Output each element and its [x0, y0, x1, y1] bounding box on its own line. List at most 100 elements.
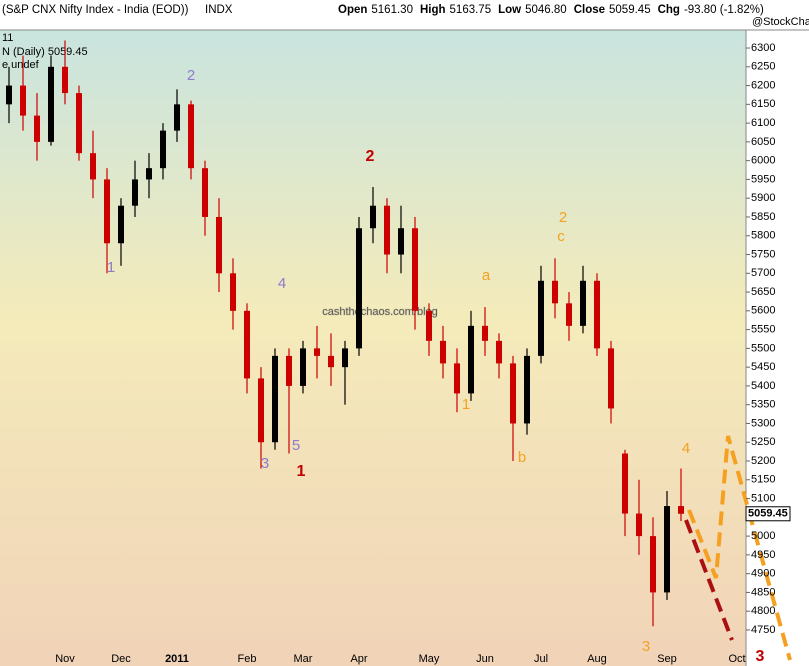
candle-body: [678, 506, 684, 514]
y-tick-label: 5200: [751, 455, 775, 467]
y-tick-label: 5000: [751, 530, 775, 542]
y-tick-label: 5500: [751, 342, 775, 354]
x-tick-label: 2011: [165, 653, 189, 665]
exchange: INDX: [205, 4, 233, 16]
projection: [684, 435, 792, 661]
y-tick-label: 5700: [751, 267, 775, 279]
axis-background: [746, 30, 809, 666]
candle-body: [454, 363, 460, 394]
plot-background: [0, 30, 746, 666]
candle-body: [412, 228, 418, 311]
wave-label: 1: [107, 259, 115, 276]
candle-body: [6, 85, 12, 105]
y-tick-label: 5900: [751, 192, 775, 204]
y-tick-label: 5750: [751, 248, 775, 260]
y-tick-label: 5950: [751, 173, 775, 185]
candle-body: [622, 453, 628, 514]
x-tick-label: Sep: [657, 653, 677, 665]
watermark: cashthechaos.com/blog: [322, 306, 438, 318]
wave-label: 3: [261, 455, 269, 472]
wave-label: 5: [292, 437, 300, 454]
wave-label: b: [518, 449, 526, 466]
y-tick-label: 5550: [751, 324, 775, 336]
quote-label: Close: [574, 4, 605, 16]
candle-body: [608, 348, 614, 409]
wave-label: 3: [642, 638, 650, 655]
y-tick-label: 6250: [751, 61, 775, 73]
candle-body: [566, 303, 572, 326]
candle-body: [104, 179, 110, 244]
candle-body: [20, 85, 26, 116]
quote-value: 5163.75: [450, 4, 492, 16]
candle-body: [132, 179, 138, 206]
candle-body: [384, 205, 390, 255]
candle-body: [62, 66, 68, 94]
x-tick-label: Dec: [111, 653, 131, 665]
candle-body: [272, 355, 278, 443]
candle-body: [510, 363, 516, 424]
candle-body: [300, 348, 306, 386]
x-tick-label: Apr: [350, 653, 367, 665]
y-tick-label: 5450: [751, 361, 775, 373]
wave-label: 1: [297, 463, 306, 480]
x-tick-label: May: [419, 653, 440, 665]
candle-body: [48, 66, 54, 142]
y-tick-label: 6150: [751, 98, 775, 110]
wave-labels: 1 2 3 4 5 1 2 1 a b c 2 4 3 3: [107, 67, 765, 665]
y-tick-label: 5850: [751, 211, 775, 223]
candle-body: [664, 506, 670, 593]
quote-value: 5161.30: [371, 4, 413, 16]
x-tick-label: Oct: [728, 653, 745, 665]
candle-body: [34, 115, 40, 142]
candle-body: [286, 355, 292, 386]
quote-label: Low: [498, 4, 521, 16]
y-tick-label: 4750: [751, 624, 775, 636]
quote: Open 5161.30 High 5163.75 Low 5046.80 Close 505…: [338, 4, 764, 16]
wave-label: 4: [278, 275, 286, 292]
x-tick-label: Mar: [294, 653, 313, 665]
wave-label: 4: [682, 440, 690, 457]
x-tick-label: Feb: [238, 653, 257, 665]
candle-body: [258, 378, 264, 443]
inset-sub: e undef: [2, 59, 40, 71]
candle-body: [118, 205, 124, 244]
x-tick-label: Aug: [587, 653, 607, 665]
candle-body: [202, 168, 208, 217]
inset-label: N (Daily) 5059.45: [2, 46, 88, 58]
last-price-box: [745, 506, 791, 522]
candle-body: [580, 280, 586, 326]
candle-body: [482, 325, 488, 341]
wave-label: 2: [187, 67, 195, 84]
y-tick-label: 5350: [751, 399, 775, 411]
candle-body: [440, 340, 446, 364]
y-tick-label: 6100: [751, 117, 775, 129]
candle-body: [342, 348, 348, 368]
candle-body: [356, 228, 362, 349]
candle-body: [524, 355, 530, 424]
quote-label: Open: [338, 4, 367, 16]
y-tick-label: 6050: [751, 136, 775, 148]
y-tick-label: 6300: [751, 42, 775, 54]
wave-label: 1: [462, 396, 470, 413]
candle-body: [538, 280, 544, 356]
candle-body: [230, 273, 236, 311]
candle-body: [90, 153, 96, 180]
candle-body: [314, 348, 320, 356]
candle-body: [650, 536, 656, 593]
y-tick-label: 5400: [751, 380, 775, 392]
y-tick-label: 6000: [751, 155, 775, 167]
quote-value: -93.80 (-1.82%): [684, 4, 764, 16]
candle-body: [594, 280, 600, 349]
candle-body: [146, 168, 152, 180]
candle-body: [160, 130, 166, 169]
credit: @StockCharts.com: [752, 16, 809, 28]
wave-label: 2: [366, 148, 375, 165]
x-tick-label: Jul: [534, 653, 548, 665]
candle-body: [174, 104, 180, 131]
candle-body: [468, 325, 474, 394]
candle-body: [552, 280, 558, 304]
y-tick-label: 4950: [751, 549, 775, 561]
corner-label: 11: [2, 32, 13, 44]
projection-red: [684, 519, 734, 641]
